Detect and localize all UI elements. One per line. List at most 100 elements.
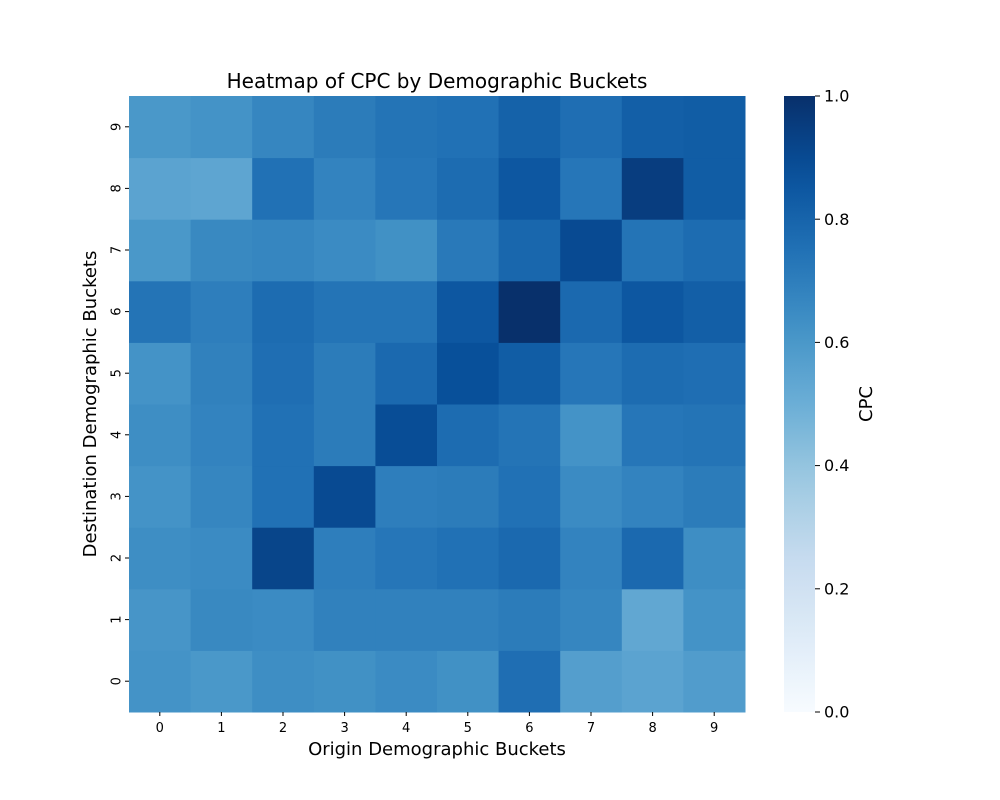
heatmap-cell [190,588,253,651]
heatmap-cell [375,588,438,651]
heatmap-cell [498,280,561,343]
heatmap-cell [437,527,500,590]
heatmap-cell [498,157,561,220]
heatmap-cell [437,280,500,343]
heatmap-cell [683,219,746,282]
heatmap-cell [498,588,561,651]
heatmap-cell [375,650,438,713]
heatmap-cell [437,650,500,713]
heatmap-cell [621,650,684,713]
heatmap-cell [313,219,376,282]
heatmap-cell [621,527,684,590]
heatmap-cell [129,342,192,405]
colorbar-tick-label: 0.2 [824,579,849,598]
x-axis-label: Origin Demographic Buckets [308,739,566,760]
heatmap-cell [375,280,438,343]
x-tick-label: 3 [340,721,348,736]
heatmap-cell [683,280,746,343]
y-tick-label: 4 [110,431,125,439]
heatmap-cell [252,96,315,159]
colorbar-tick-label: 0.0 [824,703,849,722]
heatmap-cell [190,157,253,220]
heatmap-cell [190,96,253,159]
heatmap-cell [375,157,438,220]
heatmap-cell [375,96,438,159]
heatmap-cell [683,96,746,159]
heatmap-cell [621,342,684,405]
heatmap-cell [375,465,438,528]
heatmap-cell [313,650,376,713]
heatmap-cell [252,219,315,282]
heatmap-cell [560,588,623,651]
heatmap-cell [375,219,438,282]
heatmap-cell [560,342,623,405]
heatmap-cell [621,588,684,651]
heatmap-cell [190,527,253,590]
heatmap-cell [498,404,561,467]
y-tick-label: 1 [110,615,125,623]
x-tick-label: 5 [464,721,472,736]
y-tick-label: 3 [110,492,125,500]
heatmap-cell [375,342,438,405]
heatmap-cell [313,588,376,651]
heatmap-cell [129,650,192,713]
heatmap-cell [621,280,684,343]
heatmap-cell [683,342,746,405]
x-tick-label: 9 [710,721,718,736]
heatmap-cell [129,219,192,282]
x-tick-label: 2 [279,721,287,736]
heatmap-cell [129,465,192,528]
heatmap-cell [252,465,315,528]
heatmap-cell [498,219,561,282]
y-tick-label: 8 [110,184,125,192]
heatmap-cell [129,280,192,343]
heatmap-cell [190,465,253,528]
colorbar-ticks: 0.0 0.2 0.4 0.6 0.8 1.0 [815,87,849,722]
heatmap-cell [252,280,315,343]
y-axis-ticks: 0 1 2 3 4 5 6 7 8 9 [110,123,129,685]
heatmap-cell [560,404,623,467]
heatmap-cell [683,404,746,467]
heatmap-cell [560,219,623,282]
heatmap-cell [437,157,500,220]
heatmap-cell [683,650,746,713]
heatmap-cell [683,157,746,220]
heatmap-cell [437,465,500,528]
heatmap-cell [621,96,684,159]
y-tick-label: 9 [110,123,125,131]
heatmap-cell [621,404,684,467]
heatmap-cell [683,588,746,651]
heatmap-cell [190,219,253,282]
heatmap-cell [313,342,376,405]
heatmap-cell [683,465,746,528]
heatmap-cell [560,527,623,590]
heatmap-cell [190,650,253,713]
heatmap-cell [252,588,315,651]
y-tick-label: 0 [110,677,125,685]
heatmap-cell [252,342,315,405]
colorbar [784,96,815,712]
x-tick-label: 8 [648,721,656,736]
x-tick-label: 6 [525,721,533,736]
heatmap-cell [621,157,684,220]
heatmap-cell [313,465,376,528]
heatmap-cell [129,404,192,467]
heatmap-cell [375,527,438,590]
heatmap-cell [252,527,315,590]
colorbar-label: CPC [856,386,877,422]
x-axis-ticks: 0 1 2 3 4 5 6 7 8 9 [156,712,718,736]
heatmap-cell [129,588,192,651]
heatmap-cell [621,465,684,528]
heatmap-cell [560,650,623,713]
y-axis-label: Destination Demographic Buckets [80,251,101,558]
y-tick-label: 5 [110,369,125,377]
heatmap-cell [437,219,500,282]
heatmap-cell [498,465,561,528]
y-tick-label: 7 [110,246,125,254]
heatmap-cell [252,157,315,220]
heatmap-cell [129,96,192,159]
colorbar-tick-label: 0.4 [824,456,849,475]
heatmap-cell [498,342,561,405]
heatmap-cell [621,219,684,282]
heatmap-cell [313,96,376,159]
